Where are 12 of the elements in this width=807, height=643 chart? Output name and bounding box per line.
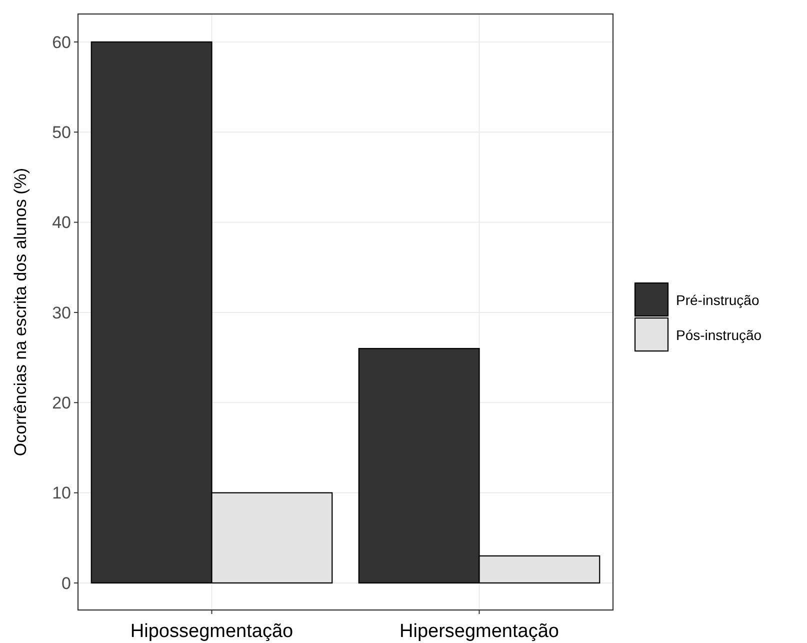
y-tick-label: 40 (52, 213, 71, 232)
x-tick-label: Hipersegmentação (400, 621, 559, 642)
x-tick-label: Hipossegmentação (130, 621, 294, 642)
y-tick-label: 60 (52, 32, 71, 52)
y-tick-label: 50 (52, 123, 71, 142)
legend-label: Pré-instrução (676, 292, 760, 308)
y-tick-label: 10 (52, 484, 71, 503)
y-tick-label: 30 (52, 303, 71, 322)
y-axis-title: Ocorrências na escrita dos alunos (%) (11, 168, 30, 456)
y-tick-label: 0 (62, 574, 71, 593)
y-tick-label: 20 (52, 394, 71, 413)
legend-label: Pós-instrução (676, 326, 762, 343)
